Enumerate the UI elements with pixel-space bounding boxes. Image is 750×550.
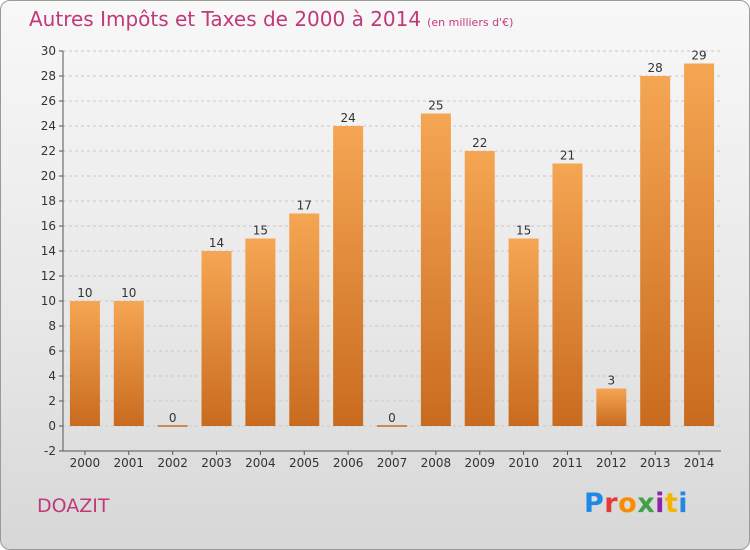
bar-value-label: 10 — [77, 286, 92, 300]
bar — [333, 126, 364, 426]
bar-value-label: 22 — [472, 136, 487, 150]
y-tick-label: -2 — [44, 444, 56, 458]
logo-letter: r — [604, 488, 619, 519]
y-tick-label: 0 — [48, 419, 56, 433]
x-tick-label: 2011 — [552, 456, 583, 470]
bar — [113, 301, 144, 426]
proxiti-logo[interactable]: Proxiti — [584, 488, 688, 519]
x-tick-label: 2002 — [157, 456, 188, 470]
y-tick-label: 16 — [41, 219, 56, 233]
bar-value-label: 15 — [516, 224, 531, 238]
x-tick-label: 2009 — [464, 456, 495, 470]
y-tick-label: 18 — [41, 194, 56, 208]
y-tick-label: 2 — [48, 394, 56, 408]
logo-letter: P — [584, 488, 605, 519]
logo-letter: o — [618, 488, 638, 519]
bar — [420, 113, 451, 426]
x-tick-label: 2012 — [596, 456, 627, 470]
y-tick-label: 4 — [48, 369, 56, 383]
y-tick-label: 8 — [48, 319, 56, 333]
x-tick-label: 2005 — [289, 456, 320, 470]
bar-value-label: 17 — [297, 199, 312, 213]
bar-value-label: 3 — [608, 374, 616, 388]
x-tick-label: 2000 — [70, 456, 101, 470]
x-tick-label: 2001 — [114, 456, 145, 470]
location-name: DOAZIT — [37, 495, 110, 517]
bar-value-label: 29 — [691, 49, 706, 63]
bar-value-label: 21 — [560, 149, 575, 163]
bar — [464, 151, 495, 426]
bar — [201, 251, 232, 426]
logo-letter: i — [655, 488, 665, 519]
bar-value-label: 28 — [648, 61, 663, 75]
bar — [508, 238, 539, 426]
y-tick-label: 24 — [41, 119, 56, 133]
bar-value-label: 24 — [340, 111, 355, 125]
bar — [289, 213, 320, 426]
logo-letter: t — [664, 488, 679, 519]
y-tick-label: 10 — [41, 294, 56, 308]
bar — [245, 238, 276, 426]
y-tick-label: 20 — [41, 169, 56, 183]
x-tick-label: 2006 — [333, 456, 364, 470]
chart-title-text: Autres Impôts et Taxes de 2000 à 2014 — [29, 7, 422, 31]
x-tick-label: 2014 — [684, 456, 715, 470]
x-tick-label: 2004 — [245, 456, 276, 470]
logo-letter: i — [678, 488, 689, 519]
y-tick-label: 6 — [48, 344, 56, 358]
y-tick-label: 28 — [41, 69, 56, 83]
x-tick-label: 2008 — [421, 456, 452, 470]
bar-value-label: 0 — [388, 411, 396, 425]
bar-value-label: 0 — [169, 411, 177, 425]
y-tick-label: 14 — [41, 244, 56, 258]
bar — [684, 63, 715, 426]
bar-value-label: 15 — [253, 224, 268, 238]
x-tick-label: 2007 — [377, 456, 408, 470]
bar-value-label: 10 — [121, 286, 136, 300]
y-tick-label: 12 — [41, 269, 56, 283]
bar-value-label: 14 — [209, 236, 224, 250]
x-tick-label: 2003 — [201, 456, 232, 470]
x-tick-label: 2013 — [640, 456, 671, 470]
bar — [640, 76, 671, 426]
y-tick-label: 22 — [41, 144, 56, 158]
bar — [69, 301, 100, 426]
bar-value-label: 25 — [428, 99, 443, 113]
chart-title: Autres Impôts et Taxes de 2000 à 2014 (en… — [29, 7, 513, 31]
y-tick-label: 26 — [41, 94, 56, 108]
bar — [552, 163, 583, 426]
bar — [596, 388, 627, 426]
logo-letter: x — [637, 488, 656, 519]
x-tick-label: 2010 — [508, 456, 539, 470]
y-tick-label: 30 — [41, 44, 56, 58]
chart-title-unit: (en milliers d'€) — [427, 16, 514, 29]
